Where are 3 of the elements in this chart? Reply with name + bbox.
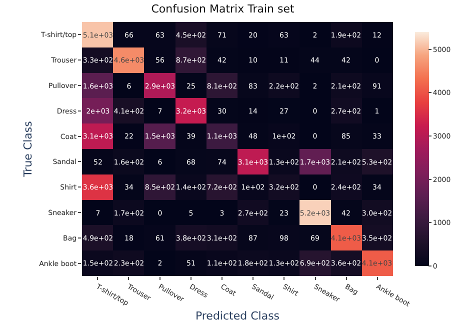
x-axis-title: Predicted Class [195, 310, 280, 323]
chart-title: Confusion Matrix Train set [151, 2, 295, 16]
y-axis-title: True Class [22, 120, 35, 178]
